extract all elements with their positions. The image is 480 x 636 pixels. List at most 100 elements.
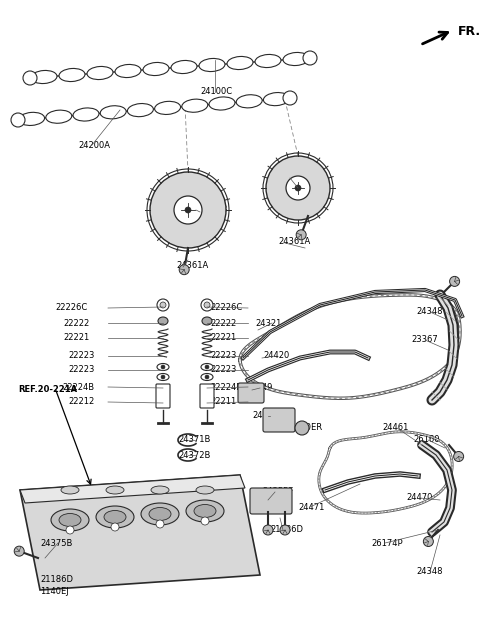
Circle shape xyxy=(66,526,74,534)
Circle shape xyxy=(205,365,209,369)
Text: 22221: 22221 xyxy=(63,333,89,343)
Text: 24471: 24471 xyxy=(298,502,324,511)
Ellipse shape xyxy=(227,57,253,69)
Circle shape xyxy=(205,375,209,379)
Text: 24361A: 24361A xyxy=(176,261,208,270)
Text: 26160: 26160 xyxy=(413,436,440,445)
Ellipse shape xyxy=(201,364,213,371)
Text: 24321: 24321 xyxy=(255,319,281,328)
Ellipse shape xyxy=(155,101,180,114)
Ellipse shape xyxy=(236,95,262,108)
Text: 22226C: 22226C xyxy=(55,303,87,312)
Ellipse shape xyxy=(59,513,81,527)
Circle shape xyxy=(11,113,25,127)
Circle shape xyxy=(295,421,309,435)
Ellipse shape xyxy=(283,52,309,66)
Ellipse shape xyxy=(87,66,113,80)
Circle shape xyxy=(286,176,310,200)
Ellipse shape xyxy=(59,69,85,81)
Circle shape xyxy=(23,71,37,85)
Circle shape xyxy=(266,156,330,220)
Text: 24348: 24348 xyxy=(416,307,443,317)
Text: 26174P: 26174P xyxy=(371,539,403,548)
Text: 24420: 24420 xyxy=(263,352,289,361)
Ellipse shape xyxy=(186,500,224,522)
Ellipse shape xyxy=(104,511,126,523)
Ellipse shape xyxy=(194,504,216,518)
Text: 22224B: 22224B xyxy=(210,382,242,392)
Text: 22211: 22211 xyxy=(210,398,236,406)
Circle shape xyxy=(303,51,317,65)
Ellipse shape xyxy=(106,486,124,494)
Circle shape xyxy=(201,517,209,525)
Ellipse shape xyxy=(158,317,168,325)
Text: 24375B: 24375B xyxy=(40,539,72,548)
Ellipse shape xyxy=(31,71,57,83)
Text: 24348: 24348 xyxy=(416,567,443,576)
Text: 24461: 24461 xyxy=(382,424,408,432)
Text: 22222: 22222 xyxy=(210,319,236,328)
Circle shape xyxy=(296,230,306,240)
Text: 22226C: 22226C xyxy=(210,303,242,312)
Ellipse shape xyxy=(73,108,99,121)
FancyBboxPatch shape xyxy=(238,383,264,403)
Ellipse shape xyxy=(96,506,134,528)
Circle shape xyxy=(161,375,165,379)
FancyBboxPatch shape xyxy=(156,384,170,408)
Text: 24372B: 24372B xyxy=(178,450,210,459)
Text: 24410B: 24410B xyxy=(252,410,284,420)
Text: 21186D: 21186D xyxy=(270,525,303,534)
Text: 22224B: 22224B xyxy=(62,382,94,392)
Circle shape xyxy=(201,299,213,311)
Ellipse shape xyxy=(209,97,235,110)
Ellipse shape xyxy=(143,62,169,76)
Ellipse shape xyxy=(264,92,289,106)
Ellipse shape xyxy=(157,364,169,371)
Text: 22223: 22223 xyxy=(210,366,236,375)
FancyBboxPatch shape xyxy=(250,488,292,514)
Circle shape xyxy=(295,185,301,191)
FancyBboxPatch shape xyxy=(263,408,295,432)
Ellipse shape xyxy=(51,509,89,531)
Circle shape xyxy=(14,546,24,556)
Circle shape xyxy=(423,537,433,546)
Text: 22212: 22212 xyxy=(68,398,94,406)
Circle shape xyxy=(204,302,210,308)
Ellipse shape xyxy=(196,486,214,494)
Ellipse shape xyxy=(255,55,281,67)
Circle shape xyxy=(185,207,191,213)
Circle shape xyxy=(174,196,202,224)
Circle shape xyxy=(450,277,460,286)
Text: 22223: 22223 xyxy=(210,352,236,361)
Ellipse shape xyxy=(199,59,225,71)
Ellipse shape xyxy=(115,64,141,78)
Text: 22223: 22223 xyxy=(68,352,95,361)
Text: REF.20-221A: REF.20-221A xyxy=(18,385,77,394)
Ellipse shape xyxy=(202,317,212,325)
Polygon shape xyxy=(20,475,260,590)
Text: 22222: 22222 xyxy=(63,319,89,328)
Ellipse shape xyxy=(100,106,126,119)
Text: 1140ER: 1140ER xyxy=(290,424,322,432)
Ellipse shape xyxy=(127,104,154,116)
Circle shape xyxy=(161,365,165,369)
FancyBboxPatch shape xyxy=(200,384,214,408)
Ellipse shape xyxy=(19,113,45,125)
Ellipse shape xyxy=(61,486,79,494)
Ellipse shape xyxy=(201,373,213,380)
Ellipse shape xyxy=(182,99,208,113)
Circle shape xyxy=(280,525,290,535)
Ellipse shape xyxy=(46,110,72,123)
Ellipse shape xyxy=(141,503,179,525)
Text: 24370B: 24370B xyxy=(195,205,228,214)
Ellipse shape xyxy=(151,486,169,494)
Text: FR.: FR. xyxy=(458,25,480,38)
Polygon shape xyxy=(20,475,245,503)
Text: 21186D: 21186D xyxy=(40,576,73,584)
Ellipse shape xyxy=(171,60,197,74)
Text: 24200A: 24200A xyxy=(78,141,110,149)
Ellipse shape xyxy=(149,508,171,520)
Circle shape xyxy=(454,452,464,462)
Text: 24371B: 24371B xyxy=(178,436,210,445)
Circle shape xyxy=(179,265,189,275)
